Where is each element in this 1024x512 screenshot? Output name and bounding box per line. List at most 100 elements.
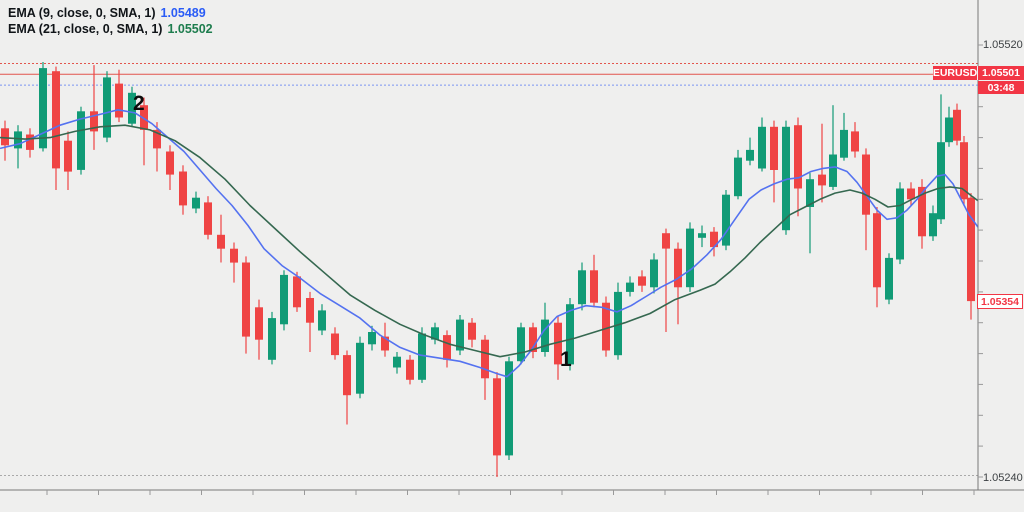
candle-body [64, 140, 72, 172]
candle-body [710, 231, 718, 248]
candle-body [393, 356, 401, 368]
candle-body [862, 154, 870, 215]
candle-body [128, 92, 136, 124]
candle-body [698, 233, 706, 238]
candle-body [343, 355, 351, 396]
candle-body [443, 335, 451, 360]
candle-body [614, 291, 622, 356]
candle-body [806, 179, 814, 207]
legend-ema9-label: EMA (9, close, 0, SMA, 1) [8, 6, 156, 20]
candle-body [140, 105, 148, 130]
legend-ema21-label: EMA (21, close, 0, SMA, 1) [8, 22, 163, 36]
candle-body [179, 171, 187, 206]
candle-body [456, 319, 464, 351]
candle-body [493, 378, 501, 456]
price-axis-bottom-label[interactable]: 1.05240 [983, 472, 1023, 484]
candle-body [52, 71, 60, 169]
candle-body [967, 197, 975, 302]
legend-ema9[interactable]: EMA (9, close, 0, SMA, 1) 1.05489 [8, 5, 213, 21]
candle-body [885, 257, 893, 300]
candle-body [662, 233, 670, 249]
last-price-badge: 1.05354 [977, 294, 1023, 309]
candle-body [166, 151, 174, 175]
candle-body [517, 327, 525, 362]
candle-body [937, 142, 945, 220]
candle-body [529, 327, 537, 352]
candle-body [918, 186, 926, 237]
legend-ema21-value: 1.05502 [167, 22, 213, 36]
bar-countdown-badge: 03:48 [978, 81, 1024, 94]
candle-body [554, 322, 562, 365]
candle-body [368, 332, 376, 345]
candle-body [356, 342, 364, 394]
candle-body [115, 83, 123, 118]
candle-body [953, 109, 961, 141]
badge-divider [977, 66, 978, 80]
candle-body [770, 126, 778, 170]
candle-body [566, 304, 574, 365]
candle-body [896, 188, 904, 260]
candle-body [77, 111, 85, 170]
candle-body [590, 270, 598, 303]
candle-body [578, 270, 586, 305]
annotation-2[interactable]: 2 [133, 92, 145, 115]
annotation-1[interactable]: 1 [560, 348, 572, 371]
candle-body [242, 262, 250, 337]
candle-body [268, 318, 276, 360]
candle-body [873, 213, 881, 288]
candle-body [1, 128, 9, 146]
candle-body [14, 131, 22, 149]
candle-body [381, 336, 389, 351]
candle-body [929, 213, 937, 237]
candle-body [674, 248, 682, 288]
candle-body [103, 77, 111, 138]
candle-body [481, 339, 489, 379]
candle-body [505, 361, 513, 456]
candle-body [650, 259, 658, 288]
symbol-price-badge: EURUSD 1.05501 [933, 66, 1024, 80]
candle-body [794, 125, 802, 189]
candle-body [431, 327, 439, 340]
candle-body [945, 117, 953, 143]
candle-body [829, 154, 837, 187]
candle-body [204, 202, 212, 235]
candle-body [318, 310, 326, 331]
symbol-badge-label: EURUSD [932, 66, 978, 80]
candle-body [306, 298, 314, 323]
price-axis-top-label[interactable]: 1.05520 [983, 39, 1023, 51]
legend-ema9-value: 1.05489 [160, 6, 206, 20]
legend-ema21[interactable]: EMA (21, close, 0, SMA, 1) 1.05502 [8, 21, 213, 37]
candle-body [192, 197, 200, 209]
candle-body [418, 333, 426, 380]
candle-body [758, 126, 766, 169]
candle-body [331, 333, 339, 356]
ema-line[interactable] [0, 109, 979, 378]
candle-body [602, 302, 610, 351]
candle-body [26, 134, 34, 150]
candle-body [255, 307, 263, 340]
candle-body [734, 157, 742, 197]
symbol-badge-price: 1.05501 [978, 66, 1024, 80]
indicator-legend: EMA (9, close, 0, SMA, 1) 1.05489 EMA (21… [8, 5, 213, 37]
candle-body [722, 194, 730, 246]
candle-body [746, 149, 754, 161]
candle-body [818, 174, 826, 186]
candle-body [230, 248, 238, 263]
candle-body [39, 68, 47, 149]
candle-body [293, 276, 301, 308]
candle-body [782, 126, 790, 231]
candle-body [638, 276, 646, 286]
candle-body [960, 142, 968, 200]
candle-body [851, 131, 859, 152]
candle-body [90, 111, 98, 132]
candle-body [907, 188, 915, 200]
candle-body [217, 234, 225, 249]
candle-body [468, 322, 476, 340]
candle-body [153, 129, 161, 149]
ema-line[interactable] [0, 124, 979, 358]
candle-body [406, 359, 414, 380]
candle-body [840, 129, 848, 158]
candle-body [541, 319, 549, 352]
